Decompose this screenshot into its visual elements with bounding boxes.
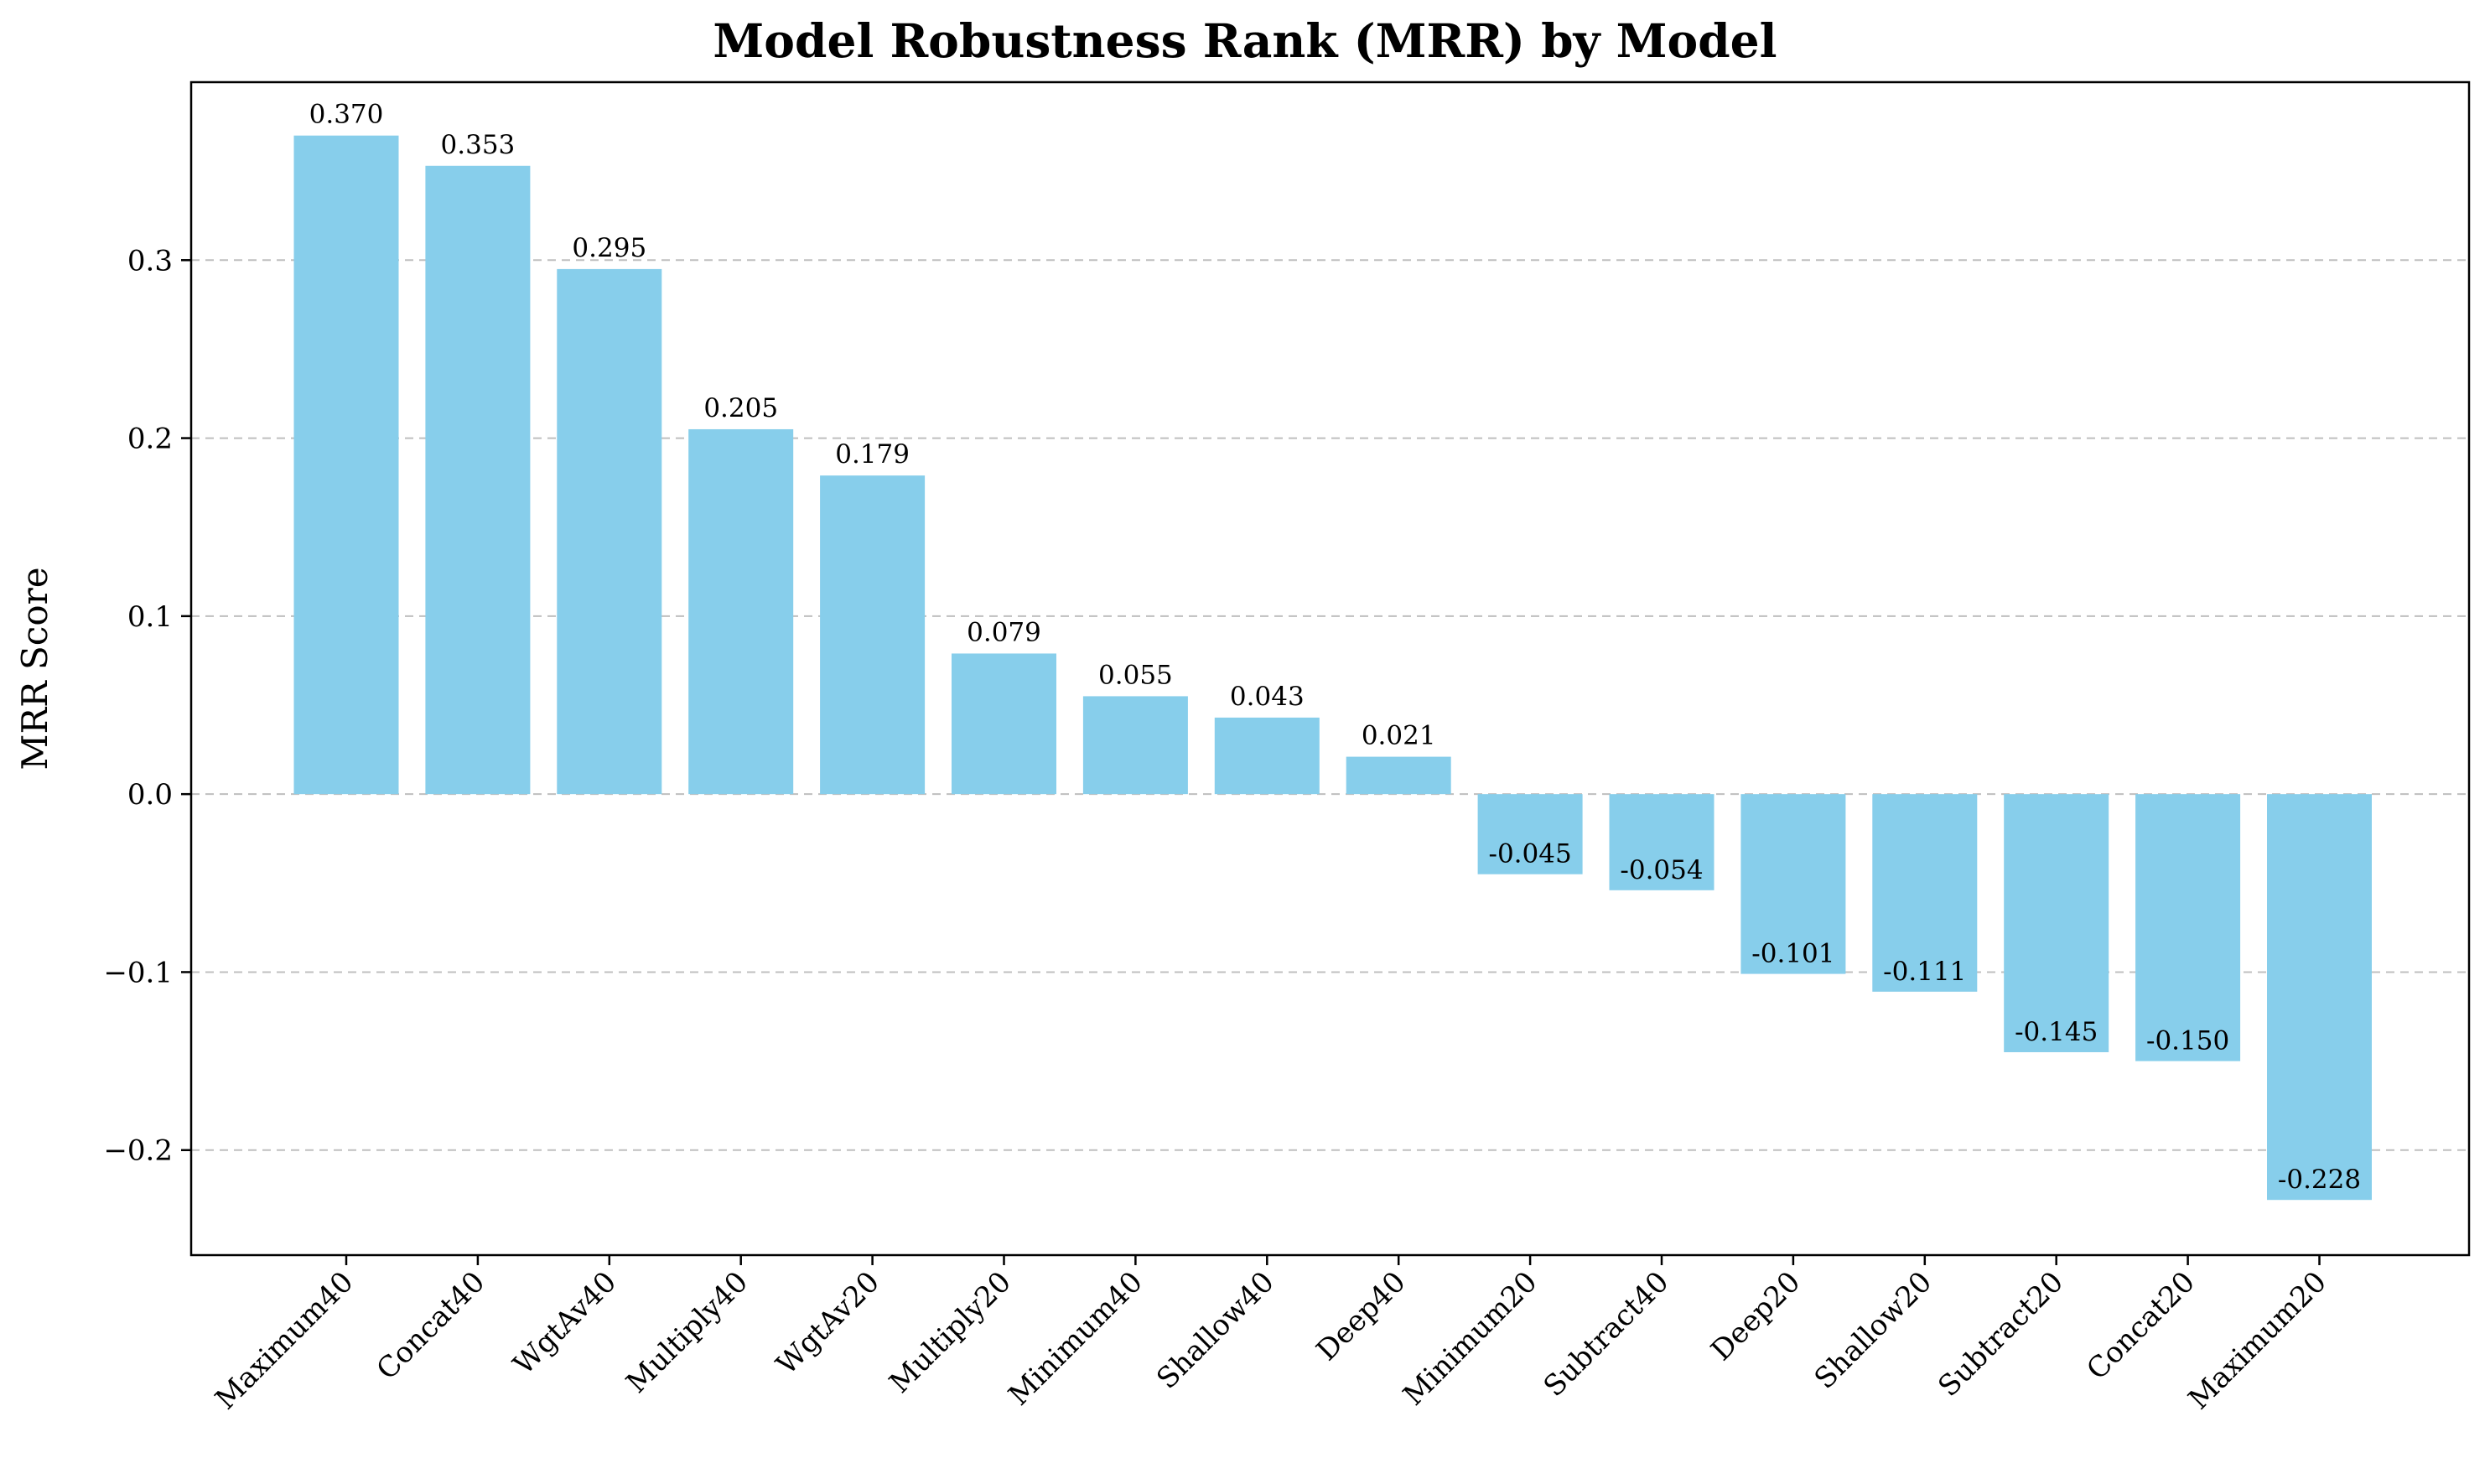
bar bbox=[2267, 794, 2372, 1201]
y-tick-label: −0.2 bbox=[103, 1134, 173, 1168]
data-label: 0.055 bbox=[1098, 660, 1173, 690]
value-labels: 0.370 0.353 0.295 0.205 0.179 0.079 0.055 0.043… bbox=[309, 100, 2361, 1196]
bar bbox=[688, 428, 794, 795]
x-tick-label: Maximum20 bbox=[2182, 1265, 2333, 1416]
x-tick-label: Shallow40 bbox=[1150, 1265, 1281, 1396]
x-tick-label: WgtAv40 bbox=[507, 1265, 624, 1382]
x-tick-label: WgtAv20 bbox=[770, 1265, 886, 1382]
x-tick-label: Minimum40 bbox=[1002, 1265, 1149, 1412]
bar bbox=[293, 135, 399, 795]
data-label: 0.079 bbox=[967, 617, 1041, 647]
bar bbox=[1477, 794, 1583, 874]
x-tick-label: Deep40 bbox=[1310, 1265, 1413, 1367]
bar bbox=[1346, 756, 1451, 795]
y-tick-label: 0.1 bbox=[127, 600, 173, 634]
bar bbox=[2135, 794, 2241, 1061]
x-tick-label: Multiply40 bbox=[620, 1265, 755, 1400]
y-tick-label: −0.1 bbox=[103, 956, 173, 989]
data-label: 0.205 bbox=[703, 393, 778, 423]
data-label: 0.295 bbox=[572, 233, 646, 263]
plot-frame bbox=[189, 80, 2471, 1257]
y-tick-label: 0.3 bbox=[127, 244, 173, 278]
x-tick-label: Minimum20 bbox=[1397, 1265, 1543, 1412]
x-tick-label: Concat20 bbox=[2080, 1265, 2202, 1387]
bar bbox=[557, 268, 662, 795]
bar bbox=[2004, 794, 2109, 1052]
x-tick-label: Multiply20 bbox=[883, 1265, 1018, 1400]
chart-title: Model Robustness Rank (MRR) by Model bbox=[713, 13, 1777, 68]
gridlines bbox=[191, 259, 2469, 1151]
bar bbox=[1082, 696, 1188, 795]
y-axis-label: MRR Score bbox=[14, 567, 55, 770]
x-tick-label: Concat40 bbox=[371, 1265, 492, 1387]
data-label: -0.150 bbox=[2146, 1026, 2229, 1056]
bar bbox=[1609, 794, 1714, 890]
y-tick-label: 0.0 bbox=[127, 778, 173, 812]
bars bbox=[293, 135, 2372, 1201]
data-label: 0.179 bbox=[835, 439, 910, 470]
x-tick-label: Shallow20 bbox=[1808, 1265, 1939, 1396]
bar bbox=[1214, 717, 1320, 795]
data-label: -0.111 bbox=[1883, 957, 1966, 987]
data-label: -0.101 bbox=[1751, 939, 1834, 969]
data-label: -0.228 bbox=[2278, 1165, 2361, 1195]
data-label: 0.370 bbox=[309, 100, 384, 130]
data-label: -0.054 bbox=[1620, 855, 1703, 885]
data-label: 0.043 bbox=[1230, 682, 1305, 712]
x-tick-label: Maximum40 bbox=[209, 1265, 360, 1416]
data-label: -0.145 bbox=[2015, 1017, 2098, 1047]
data-label: 0.021 bbox=[1362, 721, 1436, 751]
x-tick-label: Subtract20 bbox=[1932, 1265, 2070, 1404]
bar bbox=[1740, 794, 1846, 974]
bar bbox=[1872, 794, 1978, 992]
x-tick-label: Deep20 bbox=[1704, 1265, 1807, 1367]
data-label: -0.045 bbox=[1488, 839, 1571, 869]
x-tick-label: Subtract40 bbox=[1538, 1265, 1676, 1404]
bar bbox=[425, 165, 531, 795]
data-label: 0.353 bbox=[441, 130, 516, 160]
bar bbox=[952, 653, 1056, 795]
y-tick-label: 0.2 bbox=[127, 423, 173, 456]
bar bbox=[820, 475, 926, 795]
